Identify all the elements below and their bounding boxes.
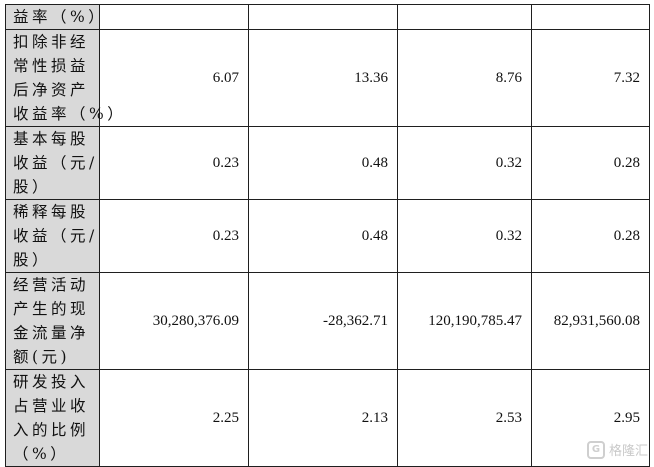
table-row: 益率（%） [5,4,650,30]
cell-value: 0.48 [248,199,398,273]
row-label-roe-cont: 益率（%） [5,4,108,30]
table-row: 基本每股 收益（元/ 股） 0.23 0.48 0.32 0.28 [5,126,650,200]
cell-value: 7.32 [531,29,650,127]
cell-value [248,4,398,30]
cell-value: 0.23 [99,199,249,273]
label-line: 额(元) [13,348,71,366]
row-label-deducted-roe: 扣除非经 常性损益 后净资产 收益率（%） [5,29,127,127]
label-line: 收益（元/ [13,227,98,245]
cell-value: 0.48 [248,126,398,200]
cell-value [397,4,532,30]
cell-value: 2.53 [397,369,532,467]
financial-indicators-table: 益率（%） 扣除非经 常性损益 后净资产 收益率（%） 6.07 13.36 8… [5,4,650,467]
label-line: 股） [13,178,52,196]
cell-value: 0.28 [531,126,650,200]
label-line: 股） [13,251,52,269]
cell-value [531,4,650,30]
label-line: 入的比例 [13,421,90,439]
table-row: 扣除非经 常性损益 后净资产 收益率（%） 6.07 13.36 8.76 7.… [5,29,650,127]
label-line: 收益率（%） [13,105,127,123]
watermark-logo-icon: G [586,440,605,459]
table-row: 研发投入 占营业收 入的比例 （%） 2.25 2.13 2.53 2.95 [5,369,650,467]
cell-value: 13.36 [248,29,398,127]
row-label-basic-eps: 基本每股 收益（元/ 股） [5,126,100,200]
label-line: 经营活动 [13,276,90,294]
label-line: 研发投入 [13,373,90,391]
watermark-text: 格隆汇 [608,444,648,459]
label-line: 后净资产 [13,81,90,99]
label-line: 收益（元/ [13,154,98,172]
label-line: 稀释每股 [13,203,90,221]
table-row: 经营活动 产生的现 金流量净 额(元) 30,280,376.09 -28,36… [5,272,650,370]
row-label-rd-ratio: 研发投入 占营业收 入的比例 （%） [5,369,100,467]
cell-value: 0.32 [397,199,532,273]
label-line: （%） [13,445,70,463]
cell-value: 0.23 [99,126,249,200]
label-line: 金流量净 [13,324,90,342]
label-line: 占营业收 [13,397,90,415]
label-line: 基本每股 [13,130,90,148]
cell-value [99,4,249,30]
cell-value: 2.13 [248,369,398,467]
cell-value: 0.28 [531,199,650,273]
label-line: 益率（%） [13,8,108,26]
cell-value: 82,931,560.08 [531,272,650,370]
label-line: 扣除非经 [13,33,90,51]
label-line: 常性损益 [13,57,90,75]
cell-value: 2.25 [99,369,249,467]
cell-value: 120,190,785.47 [397,272,532,370]
table-row: 稀释每股 收益（元/ 股） 0.23 0.48 0.32 0.28 [5,199,650,273]
cell-value: 30,280,376.09 [99,272,249,370]
cell-value: 0.32 [397,126,532,200]
cell-value: 2.95 [531,369,650,467]
row-label-operating-cash-flow: 经营活动 产生的现 金流量净 额(元) [5,272,100,370]
row-label-diluted-eps: 稀释每股 收益（元/ 股） [5,199,100,273]
watermark: G 格隆汇 [586,440,648,459]
cell-value: -28,362.71 [248,272,398,370]
cell-value: 8.76 [397,29,532,127]
cell-value: 6.07 [99,29,249,127]
label-line: 产生的现 [13,300,90,318]
